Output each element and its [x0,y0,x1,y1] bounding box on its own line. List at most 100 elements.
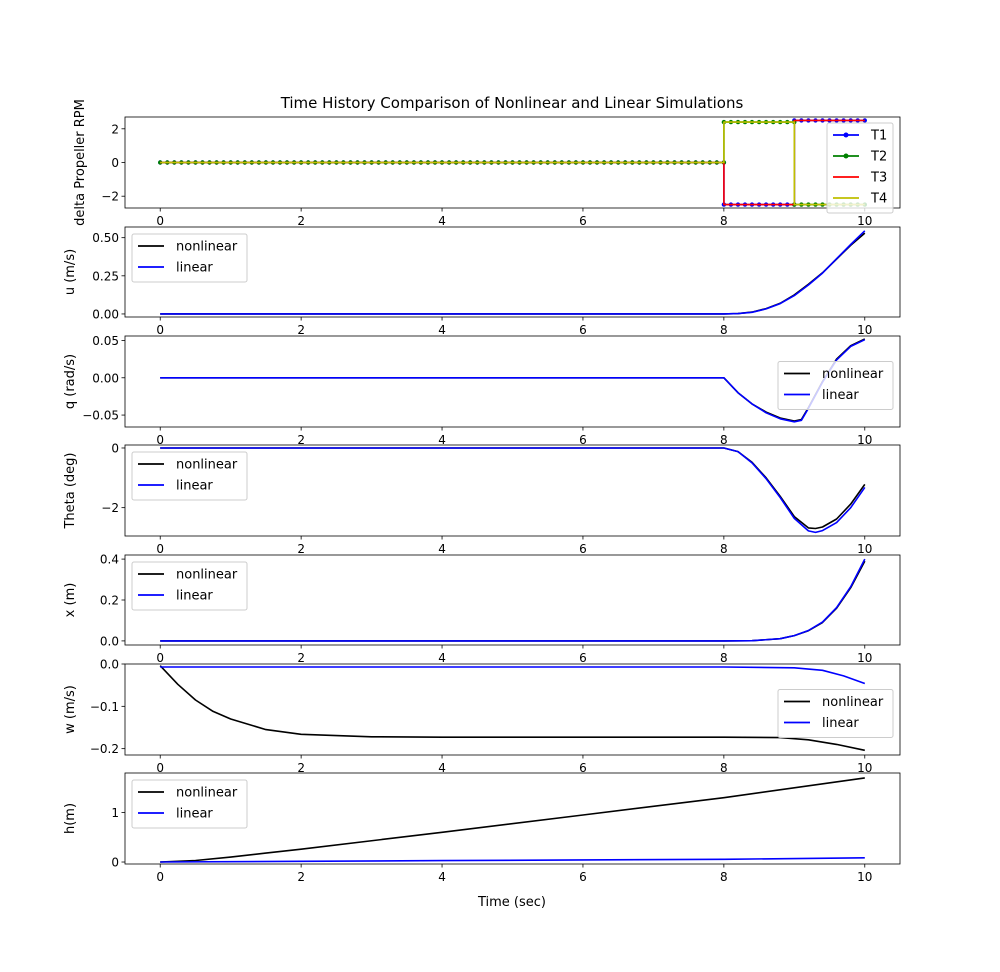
series-group [160,558,866,642]
x-tick-label: 6 [579,542,587,556]
x-tick-label: 8 [720,433,728,447]
x-tick-label: 0 [156,323,164,337]
y-tick-label: 0.2 [100,594,119,608]
legend-label: T1 [870,129,887,144]
legend: nonlinear linear [777,689,894,738]
legend-label: nonlinear [176,240,238,255]
y-tick-label: 2 [111,122,119,136]
x-tick-label: 4 [438,761,446,775]
legend-label: linear [176,261,213,276]
legend: nonlinear linear [777,361,894,410]
legend-label: T4 [870,192,887,207]
y-axis-label: h(m) [63,803,78,834]
series-line-1 [160,558,866,642]
legend-label: nonlinear [176,786,238,801]
legend-label: nonlinear [176,568,238,583]
x-tick-label: 8 [720,651,728,665]
y-tick-label: −0.2 [90,742,119,756]
legend: nonlinear linear [131,561,248,611]
y-axis-label: u (m/s) [63,249,78,295]
x-tick-label: 0 [156,542,164,556]
y-tick-label: 0.00 [92,371,119,385]
axes-frame [124,335,901,428]
x-tick-label: 4 [438,433,446,447]
figure-title: Time History Comparison of Nonlinear and… [280,94,744,112]
legend-label: nonlinear [822,367,884,382]
legend-label: linear [176,479,213,494]
legend-label: linear [176,589,213,604]
axes-frame [124,444,901,537]
series-line-1 [160,447,866,534]
x-tick-label: 0 [156,651,164,665]
legend: nonlinear linear [131,233,248,283]
x-tick-label: 2 [297,542,305,556]
series-line-1 [160,666,866,685]
series-line-0 [160,560,866,642]
x-tick-label: 8 [720,870,728,884]
y-tick-label: 0 [111,441,119,455]
x-tick-label: 4 [438,651,446,665]
series-line-0 [160,777,865,863]
legend-label: T3 [870,171,887,186]
legend-box [826,122,894,214]
x-tick-label: 2 [297,433,305,447]
x-tick-label: 2 [297,870,305,884]
x-tick-label: 8 [720,214,728,228]
x-tick-label: 10 [857,651,872,665]
x-tick-label: 10 [857,870,872,884]
series-group [160,777,865,863]
y-tick-label: 0.0 [100,658,119,672]
x-tick-label: 8 [720,323,728,337]
series-line-0 [160,232,866,315]
series-group [158,118,867,207]
subplot-6: 0 2 4 6 8 10 −0.2 −0.1 0.0 w (m/s) nonlinear linear [63,658,901,775]
legend-label: linear [822,716,859,731]
x-tick-label: 2 [297,214,305,228]
x-tick-label: 6 [579,651,587,665]
series-group [160,230,866,315]
legend-label: nonlinear [822,695,884,710]
series-line-1 [160,857,865,863]
x-tick-label: 10 [857,761,872,775]
legend-label: linear [176,807,213,822]
x-tick-label: 6 [579,214,587,228]
series-line-3 [160,121,865,206]
x-tick-label: 4 [438,542,446,556]
subplot-4: 0 2 4 6 8 10 −2 0 Theta (deg) nonlinear linear [63,441,901,556]
x-tick-label: 10 [857,323,872,337]
subplot-3: 0 2 4 6 8 10 −0.05 0.00 0.05 q (rad/s) nonlinear li… [63,334,901,447]
x-tick-label: 0 [156,761,164,775]
x-tick-label: 6 [579,870,587,884]
legend-label: T2 [870,150,887,165]
x-tick-label: 8 [720,761,728,775]
y-tick-label: 0.00 [92,307,119,321]
y-axis-label: delta Propeller RPM [73,99,88,226]
legend-marker [843,153,849,159]
y-tick-label: 0 [111,156,119,170]
axes-frame [124,663,901,756]
series-group [160,338,866,423]
y-tick-label: 0.05 [92,334,119,348]
y-tick-label: 0.4 [100,553,119,567]
series-group [159,665,866,752]
y-axis-label: x (m) [63,583,78,618]
legend-label: linear [822,388,859,403]
legend: T1 T2 T3 T4 [826,122,894,214]
x-tick-label: 10 [857,542,872,556]
series-line-1 [160,230,866,315]
subplot-1: 0 2 4 6 8 10 −2 0 2 delta Propeller RPM T1 T2 T3 T4 [73,99,901,228]
x-tick-label: 6 [579,433,587,447]
series-line-0 [159,665,865,752]
x-tick-label: 10 [857,214,872,228]
series-line-0 [160,447,866,530]
y-axis-label: Theta (deg) [63,452,78,529]
series-group [160,447,866,534]
x-tick-label: 4 [438,214,446,228]
y-tick-label: −0.1 [90,700,119,714]
x-tick-label: 0 [156,433,164,447]
subplot-5: 0 2 4 6 8 10 0.0 0.2 0.4 x (m) nonlinear linear [63,553,901,665]
axes-frame [124,772,901,865]
x-tick-label: 6 [579,761,587,775]
